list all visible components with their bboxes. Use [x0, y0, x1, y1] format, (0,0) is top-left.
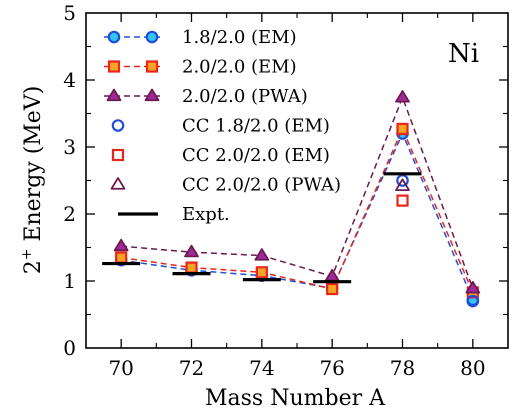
legend-label: 1.8/2.0 (EM)	[182, 27, 297, 48]
data-point	[396, 122, 409, 136]
legend-marker	[111, 148, 125, 162]
data-point	[184, 244, 199, 258]
legend-marker	[106, 88, 122, 102]
data-point	[113, 238, 129, 252]
legend-marker	[107, 60, 121, 73]
y-tick-label: 1	[63, 269, 76, 293]
x-tick-label: 78	[390, 356, 415, 380]
y-axis-title: 2+ Energy (MeV)	[19, 86, 46, 275]
y-tick-label: 3	[63, 135, 76, 159]
legend-label: CC 2.0/2.0 (PWA)	[182, 175, 341, 196]
legend-label: 2.0/2.0 (EM)	[182, 57, 297, 78]
panel-label: Ni	[448, 39, 479, 69]
legend-entry: 2.0/2.0 (EM)	[104, 57, 297, 78]
legend-marker	[145, 60, 159, 73]
series-line	[121, 131, 474, 301]
legend-entry: CC 2.0/2.0 (EM)	[111, 145, 330, 166]
y-tick-label: 4	[63, 68, 76, 92]
x-tick-label: 70	[108, 356, 133, 380]
data-point	[396, 194, 409, 207]
legend-label: 2.0/2.0 (PWA)	[182, 86, 308, 107]
legend-marker	[111, 119, 125, 132]
legend-label: CC 1.8/2.0 (EM)	[182, 116, 330, 137]
data-point	[254, 248, 270, 261]
data-point	[395, 178, 410, 191]
data-point	[326, 282, 339, 296]
data-point	[115, 251, 128, 264]
x-tick-label: 72	[179, 356, 204, 380]
series-6	[102, 172, 422, 284]
y-axis-title-rest: Energy (MeV)	[21, 86, 46, 249]
legend-entry: CC 1.8/2.0 (EM)	[111, 116, 330, 137]
x-tick-label: 80	[460, 356, 485, 380]
data-point	[395, 90, 410, 103]
legend-entry: 2.0/2.0 (PWA)	[104, 86, 308, 107]
legend-entry: Expt.	[118, 204, 230, 225]
data-point	[465, 280, 481, 294]
x-tick-label: 74	[249, 356, 274, 380]
y-tick-label: 5	[63, 1, 76, 25]
x-axis-title: Mass Number A	[205, 386, 386, 411]
x-tick-label: 76	[319, 356, 344, 380]
series-2	[113, 90, 481, 294]
data-point	[466, 294, 480, 308]
legend-marker	[107, 30, 121, 44]
y-axis-title-base: 2	[21, 260, 46, 274]
y-tick-label: 2	[63, 202, 76, 226]
legend-entry: 1.8/2.0 (EM)	[104, 27, 297, 48]
data-point	[255, 266, 268, 279]
data-layer	[102, 90, 481, 308]
legend-marker	[145, 30, 159, 44]
data-point	[185, 261, 198, 274]
series-line	[121, 95, 474, 289]
y-axis-title-sup: +	[19, 249, 35, 261]
legend-label: Expt.	[182, 204, 230, 225]
series-4	[396, 194, 409, 207]
legend-label: CC 2.0/2.0 (EM)	[182, 145, 330, 166]
legend: 1.8/2.0 (EM) 2.0/2.0 (EM) 2.0/2.0 (PWA) CC …	[104, 27, 341, 225]
plot-area: 70 72 74 76 78 80 0 1 2 3 4 5	[63, 1, 509, 380]
legend-marker	[110, 177, 126, 190]
legend-marker	[144, 88, 160, 102]
series-5	[395, 178, 410, 191]
y-tick-label: 0	[63, 336, 76, 360]
legend-entry: CC 2.0/2.0 (PWA)	[110, 175, 341, 196]
data-point	[324, 268, 340, 282]
